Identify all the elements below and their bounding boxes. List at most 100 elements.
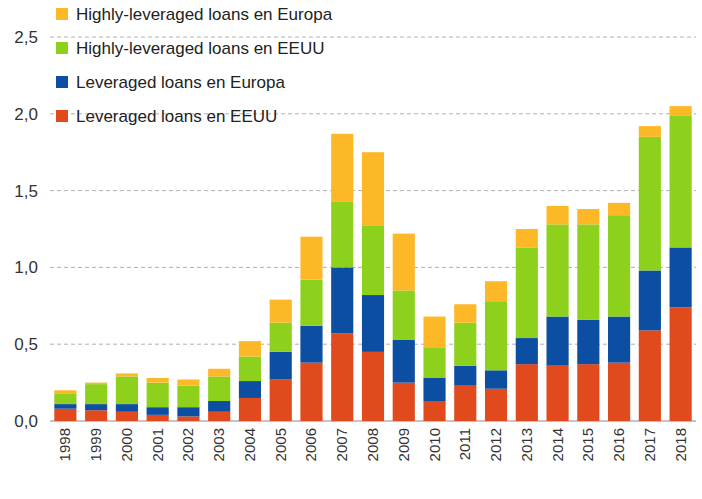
bar-segment bbox=[270, 300, 292, 323]
x-tick-label: 1999 bbox=[87, 428, 104, 461]
bar-segment bbox=[454, 304, 476, 322]
bar-segment bbox=[516, 338, 538, 364]
y-tick-label: 0,5 bbox=[14, 335, 38, 354]
bar-segment bbox=[485, 281, 507, 301]
bar-segment bbox=[485, 389, 507, 421]
bar-segment bbox=[331, 134, 353, 202]
bar-segment bbox=[177, 416, 199, 421]
bar-segment bbox=[147, 383, 169, 408]
bar-segment bbox=[454, 323, 476, 366]
y-tick-label: 0,0 bbox=[14, 412, 38, 431]
legend-swatch bbox=[56, 8, 68, 20]
x-tick-label: 2011 bbox=[456, 428, 473, 460]
x-tick-label: 2006 bbox=[302, 428, 319, 461]
bar-segment bbox=[516, 247, 538, 338]
bar-segment bbox=[147, 407, 169, 415]
y-tick-label: 1,5 bbox=[14, 182, 38, 201]
bar-segment bbox=[485, 370, 507, 388]
chart: 0,0 0,5 1,0 1,5 2,0 2,5 1998 1999 2000 2001 2002 20… bbox=[0, 0, 702, 499]
bar-segment bbox=[393, 290, 415, 339]
bar-segment bbox=[546, 224, 568, 316]
bar-segment bbox=[670, 115, 692, 247]
bar-segment bbox=[239, 341, 261, 356]
x-tick-label: 2002 bbox=[179, 428, 196, 461]
x-tick-label: 2004 bbox=[241, 428, 258, 461]
bar-segment bbox=[331, 267, 353, 333]
bar-segment bbox=[608, 363, 630, 421]
x-tick-label: 2012 bbox=[487, 428, 504, 461]
x-tick-label: 2007 bbox=[333, 428, 350, 461]
bar-segment bbox=[270, 352, 292, 380]
grid-line bbox=[50, 37, 696, 38]
bar-segment bbox=[454, 366, 476, 386]
bar-segment bbox=[54, 390, 76, 393]
bar-segment bbox=[485, 301, 507, 370]
bar-segment bbox=[116, 412, 138, 421]
y-tick-label: 1,0 bbox=[14, 258, 38, 277]
bar-segment bbox=[116, 404, 138, 412]
bar-segment bbox=[516, 364, 538, 421]
bar-segment bbox=[177, 386, 199, 408]
bar-segment bbox=[208, 369, 230, 377]
bar-segment bbox=[516, 229, 538, 247]
bar-segment bbox=[639, 126, 661, 137]
bar-segment bbox=[85, 404, 107, 410]
bar-segment bbox=[393, 383, 415, 421]
bar-segment bbox=[577, 320, 599, 365]
bar-segment bbox=[608, 317, 630, 363]
x-tick-label: 2017 bbox=[641, 428, 658, 461]
bar-segment bbox=[670, 106, 692, 115]
legend-label: Highly-leveraged loans en EEUU bbox=[76, 39, 325, 58]
x-tick-label: 2009 bbox=[395, 428, 412, 461]
bar-segment bbox=[54, 393, 76, 404]
bar-segment bbox=[454, 386, 476, 421]
bar-segment bbox=[239, 356, 261, 381]
bar-segment bbox=[300, 237, 322, 280]
bar-segment bbox=[147, 415, 169, 421]
bar-segment bbox=[300, 280, 322, 326]
legend-swatch bbox=[56, 76, 68, 88]
bar-segment bbox=[423, 347, 445, 378]
legend: Highly-leveraged loans en EuropaHighly-l… bbox=[56, 5, 333, 126]
y-tick-label: 2,0 bbox=[14, 105, 38, 124]
bar-segment bbox=[239, 398, 261, 421]
bar-segment bbox=[331, 201, 353, 267]
x-tick-label: 2000 bbox=[118, 428, 135, 461]
legend-label: Leveraged loans en Europa bbox=[76, 73, 285, 92]
x-tick-label: 2001 bbox=[149, 428, 166, 461]
x-tick-label: 2005 bbox=[272, 428, 289, 461]
bar-segment bbox=[208, 412, 230, 421]
legend-swatch bbox=[56, 42, 68, 54]
bar-segment bbox=[608, 215, 630, 316]
bar-segment bbox=[239, 381, 261, 398]
bar-segment bbox=[546, 366, 568, 421]
bar-segment bbox=[270, 380, 292, 421]
bar-segment bbox=[362, 352, 384, 421]
bar-segment bbox=[300, 326, 322, 363]
bar-segment bbox=[362, 295, 384, 352]
legend-swatch bbox=[56, 110, 68, 122]
bar-segment bbox=[639, 330, 661, 421]
bar-segment bbox=[208, 376, 230, 401]
bar-segment bbox=[393, 340, 415, 383]
bar-segment bbox=[639, 137, 661, 271]
bar-segment bbox=[546, 317, 568, 366]
x-tick-label: 1998 bbox=[56, 428, 73, 461]
bar-segment bbox=[85, 384, 107, 404]
y-tick-label: 2,5 bbox=[14, 28, 38, 47]
bar-segment bbox=[331, 333, 353, 421]
bar-segment bbox=[116, 373, 138, 376]
bar-segment bbox=[670, 247, 692, 307]
bar-segment bbox=[577, 224, 599, 319]
bar-segment bbox=[54, 404, 76, 409]
bar-segment bbox=[54, 409, 76, 421]
bar-segment bbox=[85, 410, 107, 421]
bar-segment bbox=[147, 378, 169, 383]
bar-segment bbox=[577, 364, 599, 421]
x-tick-label: 2003 bbox=[210, 428, 227, 461]
bar-segment bbox=[300, 363, 322, 421]
bar-segment bbox=[608, 203, 630, 215]
bar-segment bbox=[208, 401, 230, 412]
bar-segment bbox=[423, 317, 445, 348]
x-tick-label: 2008 bbox=[364, 428, 381, 461]
